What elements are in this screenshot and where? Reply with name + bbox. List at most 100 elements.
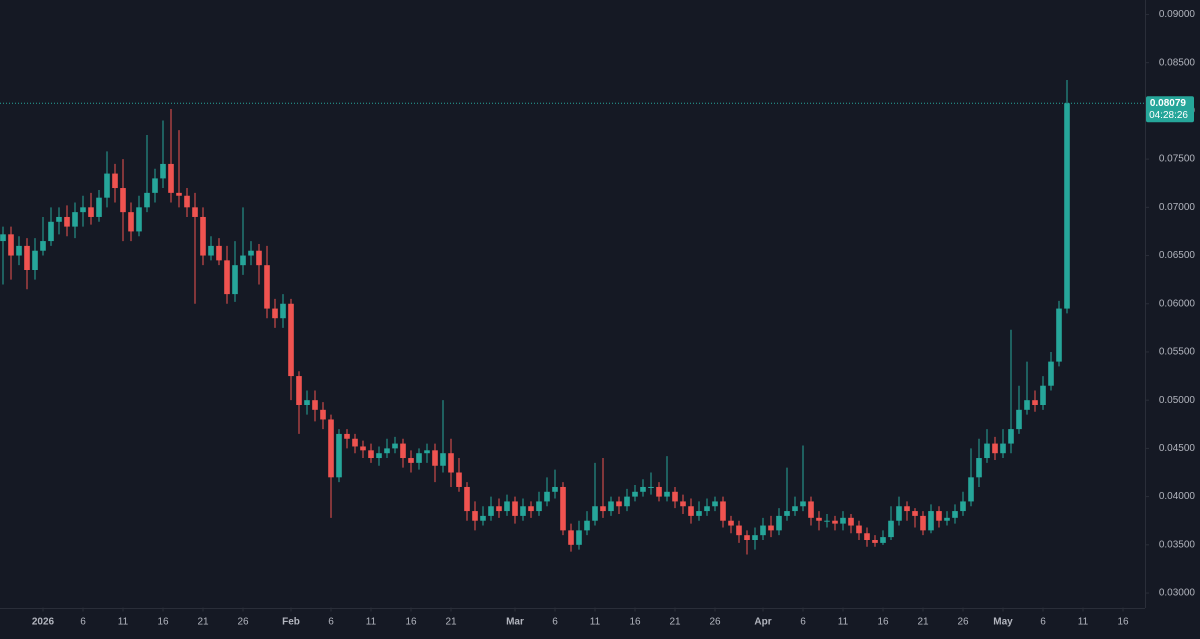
- candle-body: [120, 188, 126, 213]
- candle-body: [232, 265, 238, 295]
- candle-body: [1000, 443, 1006, 454]
- candle-body: [1024, 400, 1030, 410]
- candle-body: [472, 511, 478, 521]
- candle-body: [888, 520, 894, 538]
- candle-body: [104, 173, 110, 198]
- candle-body: [968, 477, 974, 502]
- x-tick-label: 11: [118, 617, 129, 628]
- candle-body: [288, 303, 294, 377]
- y-tick-label: 0.05500: [1159, 347, 1196, 358]
- candle-body: [848, 517, 854, 526]
- candle-body: [840, 517, 846, 524]
- candle-body: [448, 453, 454, 473]
- candle-body: [616, 501, 622, 507]
- candle-body: [528, 506, 534, 512]
- candle-body: [552, 486, 558, 492]
- x-tick-label: 21: [669, 617, 681, 628]
- y-tick-label: 0.07500: [1159, 154, 1196, 165]
- candle-body: [216, 245, 222, 261]
- candle-body: [536, 501, 542, 512]
- candle-body: [224, 260, 230, 295]
- candle-body: [944, 517, 950, 521]
- candle-body: [248, 250, 254, 256]
- candle-body: [904, 506, 910, 512]
- candle-body: [856, 525, 862, 534]
- candle-body: [1008, 429, 1014, 444]
- candle-body: [112, 173, 118, 189]
- x-tick-label: 11: [838, 617, 849, 628]
- candle-body: [1064, 103, 1070, 309]
- x-tick-label: 16: [157, 617, 169, 628]
- candle-body: [16, 245, 22, 256]
- x-tick-label: Mar: [506, 617, 524, 628]
- candle-body: [880, 537, 886, 543]
- candle-body: [736, 525, 742, 536]
- last-price-label: 0.08079: [1150, 98, 1187, 109]
- x-tick-label: 11: [366, 617, 377, 628]
- candle-body: [440, 453, 446, 466]
- candle-body: [488, 506, 494, 516]
- candle-body: [768, 525, 774, 531]
- candle-body: [240, 255, 246, 266]
- candle-body: [0, 234, 6, 242]
- candle-body: [664, 491, 670, 497]
- candle-body: [352, 438, 358, 447]
- x-tick-label: 6: [1040, 617, 1046, 628]
- candle-body: [456, 472, 462, 487]
- candle-body: [512, 501, 518, 516]
- candle-body: [256, 250, 262, 266]
- candle-body: [416, 453, 422, 463]
- candle-body: [632, 491, 638, 497]
- candle-body: [992, 443, 998, 454]
- x-tick-label: 16: [629, 617, 641, 628]
- candle-body: [376, 453, 382, 459]
- candle-body: [792, 506, 798, 512]
- x-tick-label: 16: [405, 617, 417, 628]
- candle-body: [1016, 409, 1022, 430]
- candle-body: [984, 443, 990, 459]
- candle-body: [744, 535, 750, 540]
- x-tick-label: 26: [957, 617, 969, 628]
- candle-body: [816, 517, 822, 521]
- y-tick-label: 0.03500: [1159, 539, 1196, 550]
- candle-body: [192, 207, 198, 217]
- candle-body: [344, 433, 350, 439]
- candle-body: [864, 533, 870, 540]
- candle-body: [712, 501, 718, 507]
- y-tick-label: 0.06000: [1159, 298, 1196, 309]
- candle-body: [760, 525, 766, 536]
- candle-body: [32, 250, 38, 270]
- candle-body: [872, 540, 878, 543]
- candle-body: [208, 245, 214, 256]
- y-tick-label: 0.08500: [1159, 57, 1196, 68]
- candle-body: [656, 486, 662, 497]
- x-tick-label: 16: [877, 617, 889, 628]
- candle-body: [136, 207, 142, 232]
- candle-body: [608, 501, 614, 512]
- x-tick-label: 21: [445, 617, 457, 628]
- x-tick-label: 6: [328, 617, 334, 628]
- countdown-label: 04:28:26: [1149, 110, 1188, 121]
- candle-body: [96, 197, 102, 217]
- candle-body: [824, 520, 830, 522]
- candle-body: [600, 506, 606, 512]
- y-tick-label: 0.06500: [1159, 250, 1196, 261]
- candle-body: [128, 212, 134, 232]
- candle-body: [304, 400, 310, 405]
- candle-body: [152, 178, 158, 193]
- candle-body: [952, 511, 958, 518]
- candle-body: [800, 501, 806, 507]
- candle-body: [672, 491, 678, 502]
- candle-body: [80, 207, 86, 213]
- candle-body: [408, 458, 414, 463]
- candle-body: [184, 195, 190, 208]
- y-tick-label: 0.04500: [1159, 443, 1196, 454]
- x-tick-label: Feb: [282, 617, 300, 628]
- x-tick-label: 16: [1117, 617, 1129, 628]
- candle-body: [176, 192, 182, 196]
- candle-body: [936, 511, 942, 521]
- candle-body: [280, 303, 286, 319]
- candle-body: [432, 450, 438, 466]
- x-tick-label: 11: [590, 617, 601, 628]
